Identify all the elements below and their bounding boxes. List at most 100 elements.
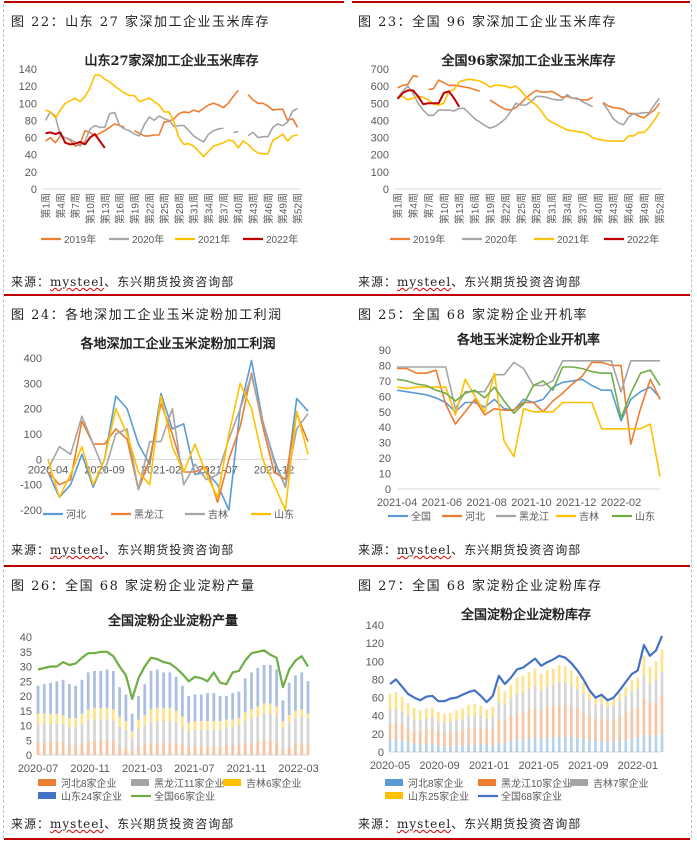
bar-segment xyxy=(262,713,266,741)
bar-segment xyxy=(243,743,247,755)
series-line-2 xyxy=(45,74,298,158)
bar-segment xyxy=(162,672,165,708)
bar-segment xyxy=(99,719,103,741)
bar-segment xyxy=(143,684,147,716)
bar-segment xyxy=(557,704,561,737)
bar-segment xyxy=(275,715,278,742)
bar-segment xyxy=(630,680,634,692)
bar-segment xyxy=(485,709,489,719)
bar-segment xyxy=(105,719,109,741)
bar-segment xyxy=(275,669,278,707)
chart-23: 全国96家深加工企业玉米库存0100200300400500600700第1周第… xyxy=(371,53,667,246)
bar-segment xyxy=(36,713,40,725)
series-line-3 xyxy=(396,372,661,477)
bar-segment xyxy=(557,664,561,683)
figure-panel-25: 图 25：全国 68 家淀粉企业开机率 来源：mysteel、东兴期货投资咨询部… xyxy=(350,296,690,564)
x-tick-label: 第7周 xyxy=(422,193,435,219)
bar-segment xyxy=(606,707,609,721)
legend-label: 河北8家企业 xyxy=(61,777,117,790)
bar-segment xyxy=(105,669,109,708)
bar-segment xyxy=(539,710,543,739)
bar-segment xyxy=(424,718,428,730)
bar-segment xyxy=(281,721,285,729)
bar-segment xyxy=(268,703,272,714)
bar-segment xyxy=(527,688,531,710)
bar-segment xyxy=(218,746,222,755)
figure-panel-24: 图 24：各地深加工企业玉米淀粉加工利润 来源：mysteel、东兴期货投资咨询… xyxy=(3,296,348,564)
bar-segment xyxy=(155,707,159,722)
y-tick-label: 70 xyxy=(379,376,391,388)
bar-segment xyxy=(636,707,640,738)
bar-segment xyxy=(576,675,579,690)
bar-segment xyxy=(149,709,153,723)
bar-segment xyxy=(449,722,452,733)
bar-segment xyxy=(212,693,216,722)
bar-segment xyxy=(250,672,253,710)
bar-segment xyxy=(515,713,519,741)
y-tick-label: 20 xyxy=(20,691,32,703)
chart-26: 全国淀粉企业淀粉产量 0 5 10 15 20 25 30 35 40 2020-07 2020-11… xyxy=(18,613,319,803)
bar-segment xyxy=(533,668,537,686)
bar-segment xyxy=(168,672,172,708)
bar-segment xyxy=(618,693,622,702)
bar-segment xyxy=(394,722,398,740)
bar-segment xyxy=(281,728,285,750)
series-line-0 xyxy=(396,378,661,422)
y-tick-label: 400 xyxy=(371,115,389,127)
legend-swatch xyxy=(478,779,496,786)
chart-24: 各地深加工企业玉米淀粉加工利润 -200 -100 0 100 200 300 400 2020… xyxy=(20,336,309,521)
bar-segment xyxy=(473,744,476,752)
x-tick-label: 第31周 xyxy=(188,193,201,224)
bar-segment xyxy=(606,701,609,708)
row-rule-1 xyxy=(4,294,690,296)
x-tick-label: 第28周 xyxy=(173,193,186,224)
bar-segment xyxy=(563,736,567,752)
bar-segment xyxy=(268,713,272,741)
bar-segment xyxy=(193,729,197,747)
bar-segment xyxy=(588,700,591,716)
figure-caption: 图 24：各地深加工企业玉米淀粉加工利润 xyxy=(11,308,283,323)
bar-segment xyxy=(181,685,184,717)
bar-segment xyxy=(412,707,416,720)
bar-segment xyxy=(55,681,59,714)
bar-segment xyxy=(449,732,452,747)
bar-segment xyxy=(515,693,519,714)
bar-segment xyxy=(212,746,216,755)
source-brand: mysteel xyxy=(397,543,452,557)
bar-segment xyxy=(461,719,464,731)
x-tick-label: 第19周 xyxy=(484,193,497,224)
x-tick-label: 第10周 xyxy=(438,193,451,224)
y-tick-label: 40 xyxy=(25,150,37,162)
bar-segment xyxy=(636,737,640,752)
bar-segment xyxy=(557,736,561,752)
bar-segment xyxy=(636,677,640,689)
source-note: 来源：mysteel、东兴期货投资咨询部 xyxy=(11,273,234,290)
y-tick-label: 60 xyxy=(25,133,37,145)
bar-segment xyxy=(406,742,410,752)
bar-segment xyxy=(294,743,297,755)
bar-segment xyxy=(551,706,555,738)
figure-panel-27: 图 27：全国 68 家淀粉企业淀粉库存 来源：mysteel、东兴期货投资咨询… xyxy=(350,567,690,837)
y-tick-label: -200 xyxy=(20,505,42,517)
bar-segment xyxy=(93,707,96,720)
bar-segment xyxy=(503,721,507,743)
x-tick-label: 第34周 xyxy=(203,193,216,224)
bar-segment xyxy=(576,709,579,739)
legend-label: 2022年 xyxy=(266,233,298,246)
x-tick-label: 第34周 xyxy=(561,193,574,224)
bar-segment xyxy=(300,709,304,717)
series-line-0 xyxy=(47,359,309,511)
x-tick-label: 第52周 xyxy=(292,193,305,224)
bar-segment xyxy=(74,744,78,755)
bar-segment xyxy=(455,745,458,752)
bar-segment xyxy=(624,712,628,741)
bar-segment xyxy=(149,722,153,744)
x-tick-label: 第22周 xyxy=(143,193,156,224)
y-tick-label: 80 xyxy=(379,360,391,372)
legend-swatch xyxy=(38,779,56,786)
bar-segment xyxy=(74,726,78,745)
bar-segment xyxy=(521,712,525,740)
bar-segment xyxy=(237,725,241,745)
bar-segment xyxy=(503,704,507,722)
bar-segment xyxy=(437,745,440,752)
